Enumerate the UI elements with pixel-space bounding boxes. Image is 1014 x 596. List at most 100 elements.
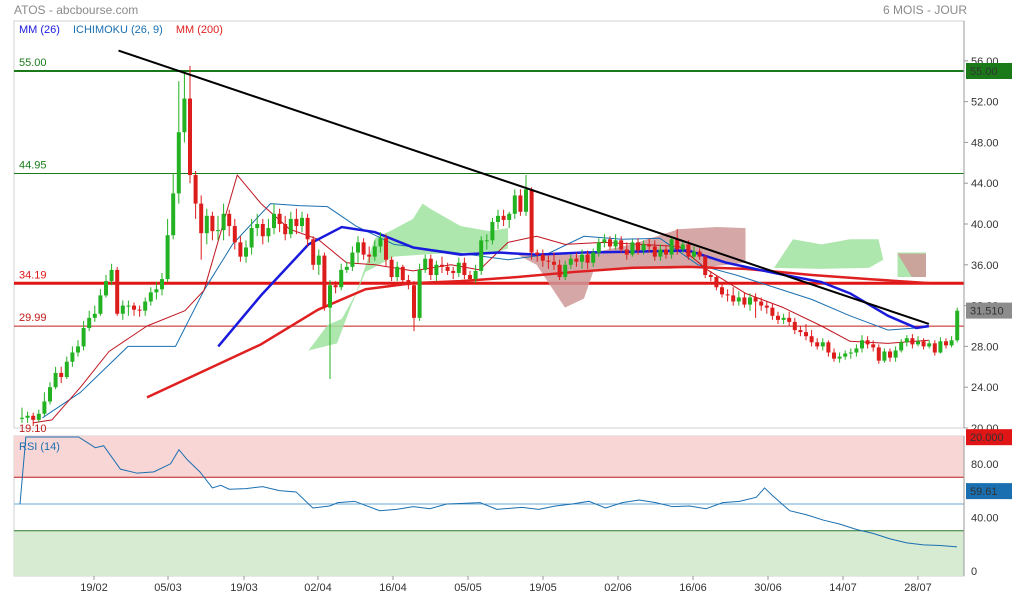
candle[interactable] (87, 310, 92, 332)
candle[interactable] (305, 213, 310, 247)
candle[interactable] (501, 209, 506, 227)
candle[interactable] (109, 263, 114, 286)
candle[interactable] (546, 255, 551, 269)
candle[interactable] (316, 249, 321, 276)
candle[interactable] (165, 218, 170, 283)
candle[interactable] (938, 337, 943, 354)
candle[interactable] (260, 218, 265, 245)
candle[interactable] (473, 264, 478, 284)
candle[interactable] (479, 236, 484, 275)
candle[interactable] (675, 229, 680, 255)
candle[interactable] (412, 281, 416, 332)
candle[interactable] (350, 246, 355, 271)
candle[interactable] (574, 252, 579, 267)
candle[interactable] (428, 254, 433, 281)
candle[interactable] (664, 246, 668, 259)
candle[interactable] (361, 238, 366, 260)
candle[interactable] (568, 254, 573, 269)
candle[interactable] (540, 249, 545, 267)
candle[interactable] (882, 348, 887, 363)
candle[interactable] (137, 305, 142, 317)
candle[interactable] (608, 236, 612, 250)
candle[interactable] (949, 336, 954, 348)
candle[interactable] (832, 348, 836, 362)
candle[interactable] (406, 275, 411, 290)
candle[interactable] (843, 350, 848, 360)
candle[interactable] (731, 287, 736, 306)
candle[interactable] (736, 291, 741, 306)
candle[interactable] (445, 262, 450, 275)
candle[interactable] (921, 338, 926, 350)
candle[interactable] (580, 249, 584, 269)
candle[interactable] (496, 209, 500, 230)
candle[interactable] (725, 289, 730, 302)
candle[interactable] (216, 215, 220, 241)
candle[interactable] (837, 352, 842, 363)
candle[interactable] (199, 195, 204, 260)
candle[interactable] (647, 238, 652, 253)
candle[interactable] (148, 287, 153, 306)
candle[interactable] (64, 356, 69, 380)
candle[interactable] (697, 248, 702, 260)
candle[interactable] (339, 263, 344, 291)
candle[interactable] (451, 266, 456, 280)
candle[interactable] (42, 392, 47, 416)
candle[interactable] (182, 73, 187, 143)
candle[interactable] (776, 311, 780, 324)
candle[interactable] (160, 272, 164, 296)
candle[interactable] (76, 340, 80, 357)
candle[interactable] (557, 259, 562, 281)
candle[interactable] (680, 240, 685, 253)
candle[interactable] (25, 411, 30, 423)
candle[interactable] (893, 346, 898, 362)
candle[interactable] (283, 215, 288, 241)
candle[interactable] (787, 311, 792, 326)
candle[interactable] (815, 338, 820, 350)
candle[interactable] (804, 323, 808, 341)
candle[interactable] (955, 307, 960, 343)
candle[interactable] (619, 236, 624, 253)
candle[interactable] (518, 189, 523, 216)
candle[interactable] (720, 283, 724, 298)
candle[interactable] (602, 234, 607, 248)
candle[interactable] (759, 297, 764, 311)
period-label[interactable]: 6 MOIS - JOUR (882, 3, 967, 17)
candle[interactable] (115, 266, 120, 316)
candle[interactable] (535, 249, 540, 262)
candle[interactable] (372, 240, 377, 261)
candle[interactable] (904, 335, 909, 347)
candle[interactable] (703, 254, 708, 279)
candle[interactable] (944, 338, 948, 349)
candle[interactable] (860, 335, 864, 353)
candle[interactable] (742, 292, 747, 308)
trend-line[interactable] (118, 49, 930, 325)
candle[interactable] (238, 236, 243, 262)
candle[interactable] (188, 65, 192, 184)
candle[interactable] (227, 209, 232, 237)
candle[interactable] (641, 240, 646, 255)
candle[interactable] (764, 301, 769, 314)
candle[interactable] (311, 236, 316, 270)
candle[interactable] (910, 334, 915, 349)
candle[interactable] (322, 252, 327, 311)
candle[interactable] (400, 264, 405, 286)
candle[interactable] (210, 211, 215, 241)
candle[interactable] (512, 189, 517, 219)
candle[interactable] (507, 211, 512, 229)
legend-item[interactable]: MM (26) (19, 24, 60, 36)
candle[interactable] (81, 320, 86, 351)
candle[interactable] (294, 208, 299, 235)
candle[interactable] (300, 211, 304, 233)
candle[interactable] (249, 218, 254, 255)
candle[interactable] (154, 282, 159, 300)
candle[interactable] (748, 293, 752, 311)
candle[interactable] (20, 407, 24, 423)
candle[interactable] (53, 366, 58, 390)
candle[interactable] (781, 313, 786, 324)
candle[interactable] (753, 293, 758, 318)
legend-item[interactable]: MM (200) (176, 24, 223, 36)
candle[interactable] (434, 260, 439, 282)
candle[interactable] (171, 173, 176, 240)
candle[interactable] (126, 300, 131, 316)
